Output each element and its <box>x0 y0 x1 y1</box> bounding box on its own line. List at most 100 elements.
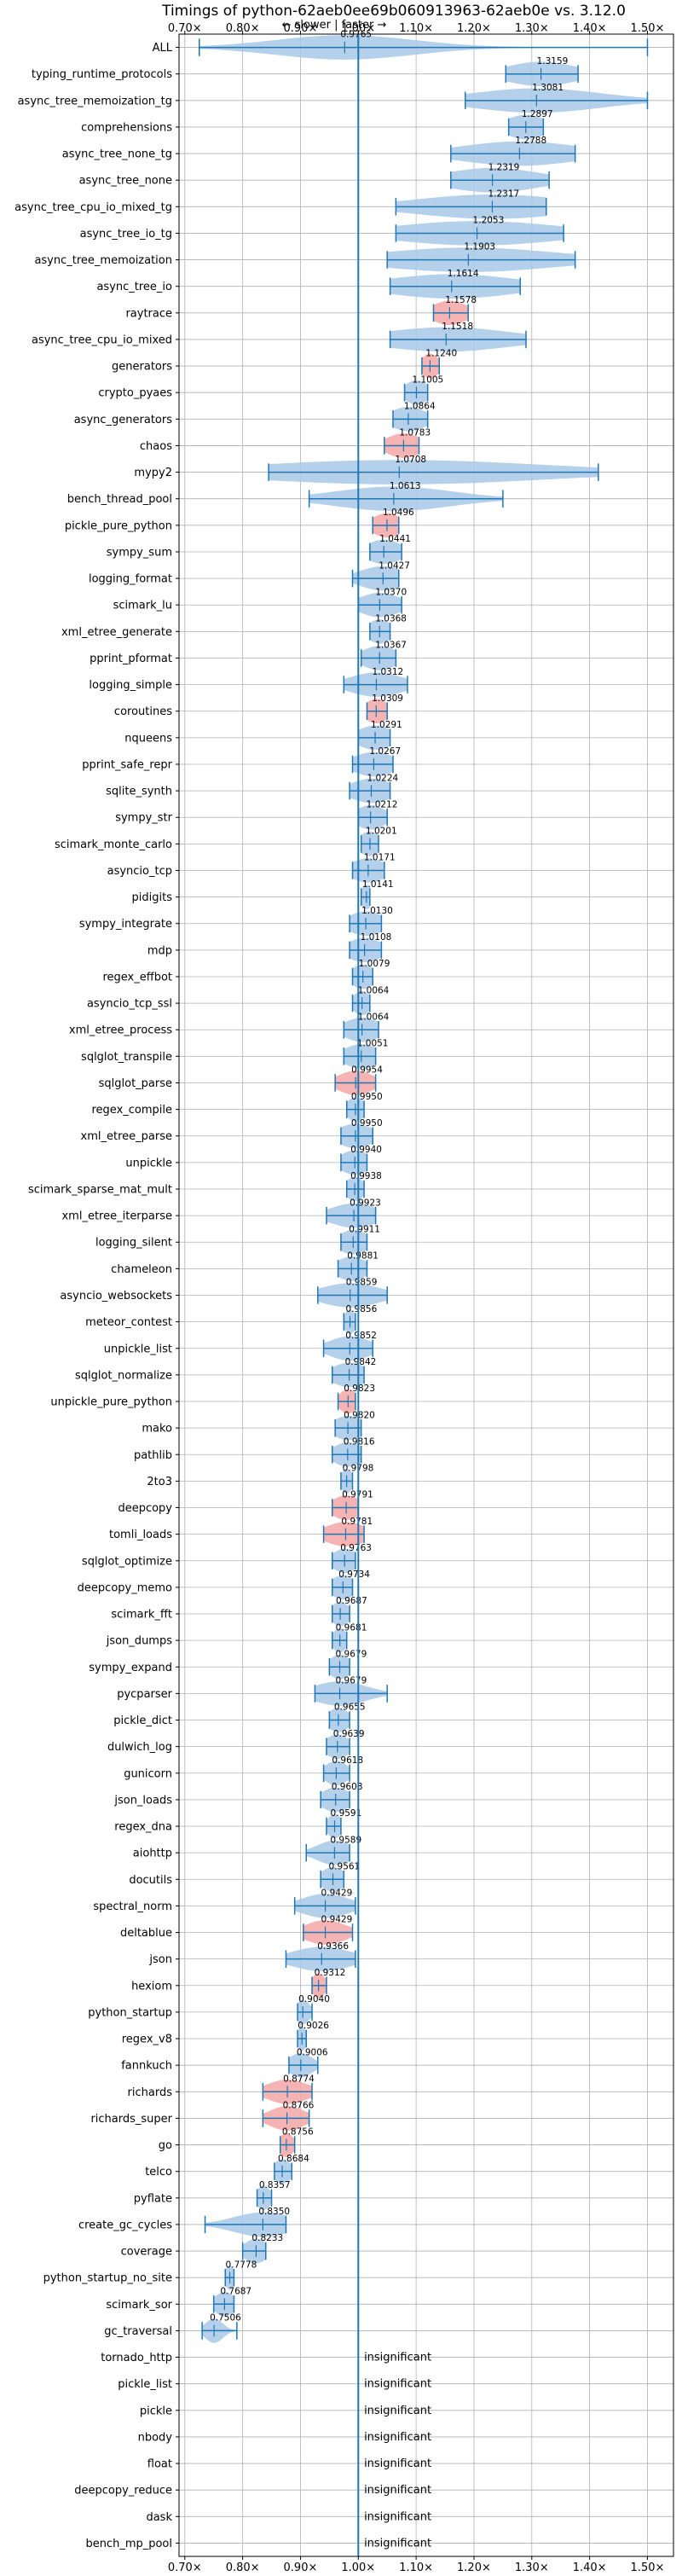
insignificant-label: insignificant <box>364 2537 431 2550</box>
insignificant-label: insignificant <box>364 2484 431 2497</box>
value-label: 0.8350 <box>258 2207 290 2217</box>
value-label: 1.1903 <box>464 242 495 252</box>
value-label: 0.9366 <box>317 1941 349 1952</box>
value-label: 0.9842 <box>345 1357 377 1367</box>
axis-layer: ALL typing_runtime_protocols async_tree_me… <box>14 22 674 2574</box>
benchmark-name: xml_etree_parse <box>81 1130 172 1143</box>
x-tick-label-bottom: 0.90× <box>284 2561 318 2574</box>
benchmark-name: pickle_dict <box>113 1714 172 1727</box>
benchmark-name: scimark_sparse_mat_mult <box>28 1183 172 1196</box>
value-label: 0.9679 <box>336 1676 367 1686</box>
value-label: 0.8684 <box>278 2154 309 2164</box>
benchmark-name: xml_etree_generate <box>61 626 172 639</box>
benchmark-name: sqlglot_optimize <box>82 1555 172 1568</box>
benchmark-name: telco <box>145 2166 172 2179</box>
value-label: 1.0130 <box>361 906 393 916</box>
benchmark-name: unpickle <box>125 1157 172 1169</box>
benchmark-name: async_tree_cpu_io_mixed_tg <box>14 201 172 214</box>
benchmark-name: mako <box>142 1423 172 1436</box>
value-label: 0.9312 <box>315 1968 346 1978</box>
value-label: 0.9687 <box>336 1596 367 1606</box>
benchmark-name: raytrace <box>125 307 172 320</box>
benchmark-name: coroutines <box>114 705 172 718</box>
value-label: 1.0108 <box>361 932 392 943</box>
benchmark-name: sqlglot_parse <box>99 1077 172 1090</box>
benchmark-name: coverage <box>121 2246 172 2259</box>
value-label: 0.9608 <box>332 1782 363 1792</box>
value-label: 0.8233 <box>251 2233 283 2243</box>
benchmark-name: gc_traversal <box>104 2325 172 2338</box>
value-label: 1.0441 <box>379 534 411 544</box>
benchmark-name: sympy_expand <box>89 1662 172 1674</box>
insignificant-label: insignificant <box>364 2510 431 2523</box>
benchmark-name: asyncio_websockets <box>60 1290 172 1303</box>
benchmark-name: ALL <box>153 42 173 55</box>
benchmark-name: pycparser <box>117 1688 172 1701</box>
value-label: 0.9823 <box>344 1384 375 1394</box>
benchmark-name: typing_runtime_protocols <box>32 68 172 81</box>
insignificant-label: insignificant <box>364 2352 431 2364</box>
benchmark-name: pprint_pformat <box>90 653 172 665</box>
benchmark-name: spectral_norm <box>93 1900 172 1913</box>
benchmark-name: nqueens <box>124 732 172 745</box>
value-label: 0.9429 <box>321 1888 353 1899</box>
benchmark-name: regex_effbot <box>102 971 172 983</box>
benchmark-name: tomli_loads <box>109 1529 172 1541</box>
benchmark-name: pickle <box>140 2405 172 2417</box>
benchmark-name: mypy2 <box>134 467 172 479</box>
value-label: 1.0079 <box>359 959 390 969</box>
benchmark-name: richards_super <box>90 2113 172 2126</box>
benchmark-name: dask <box>146 2511 172 2524</box>
value-label: 1.0368 <box>375 614 407 624</box>
value-label: 1.1614 <box>448 269 479 279</box>
direction-hint: ← slower | faster → <box>282 19 387 32</box>
value-label: 0.9589 <box>330 1835 361 1845</box>
value-label: 0.9765 <box>340 30 372 40</box>
value-label: 0.9679 <box>336 1649 367 1659</box>
benchmark-name: json_dumps <box>106 1635 172 1648</box>
benchmark-name: deltablue <box>120 1927 172 1940</box>
value-label: 1.2319 <box>488 162 520 172</box>
value-label: 1.0201 <box>366 827 397 837</box>
benchmark-name: scimark_monte_carlo <box>55 838 172 851</box>
value-label: 1.0171 <box>364 853 396 863</box>
benchmark-name: xml_etree_iterparse <box>61 1210 172 1223</box>
benchmark-name: bench_thread_pool <box>67 493 172 506</box>
benchmark-name: python_startup_no_site <box>43 2272 172 2285</box>
benchmark-name: sympy_integrate <box>79 918 172 931</box>
benchmark-name: crypto_pyaes <box>98 387 172 400</box>
x-tick-label-bottom: 1.20× <box>457 2561 491 2574</box>
value-label: 0.9923 <box>350 1198 381 1208</box>
insignificant-label: insignificant <box>364 2405 431 2417</box>
value-label: 1.0212 <box>367 799 398 809</box>
benchmark-name: async_tree_memoization <box>34 254 172 267</box>
benchmark-name: logging_silent <box>95 1237 172 1250</box>
value-label: 0.9816 <box>344 1436 375 1447</box>
x-tick-label-top: 1.10× <box>399 22 433 35</box>
benchmark-name: 2to3 <box>147 1476 172 1488</box>
x-tick-label-top: 1.40× <box>573 22 607 35</box>
value-label: 0.9781 <box>341 1517 373 1527</box>
benchmark-name: meteor_contest <box>85 1316 172 1329</box>
benchmark-name: pyflate <box>134 2192 172 2205</box>
benchmark-name: tornado_http <box>101 2352 172 2364</box>
benchmark-name: scimark_sor <box>106 2299 172 2312</box>
value-label: 1.0141 <box>362 879 394 890</box>
benchmark-name: deepcopy_memo <box>78 1581 172 1594</box>
benchmark-name: pprint_safe_repr <box>82 758 172 771</box>
value-label: 0.8756 <box>282 2127 314 2138</box>
grid-layer <box>179 34 673 2556</box>
value-label: 0.9859 <box>346 1278 378 1288</box>
benchmark-name: async_tree_memoization_tg <box>18 95 172 107</box>
value-label: 0.7778 <box>226 2260 257 2270</box>
x-tick-label-bottom: 0.80× <box>226 2561 260 2574</box>
benchmark-name: float <box>147 2458 172 2471</box>
benchmark-name: dulwich_log <box>107 1741 172 1754</box>
benchmark-name: async_tree_none_tg <box>62 148 172 161</box>
value-label: 1.0496 <box>383 508 414 518</box>
benchmark-name: comprehensions <box>81 121 172 134</box>
value-label: 0.9856 <box>346 1304 378 1314</box>
value-label: 1.0064 <box>358 1012 390 1022</box>
value-label: 0.8774 <box>283 2074 315 2084</box>
